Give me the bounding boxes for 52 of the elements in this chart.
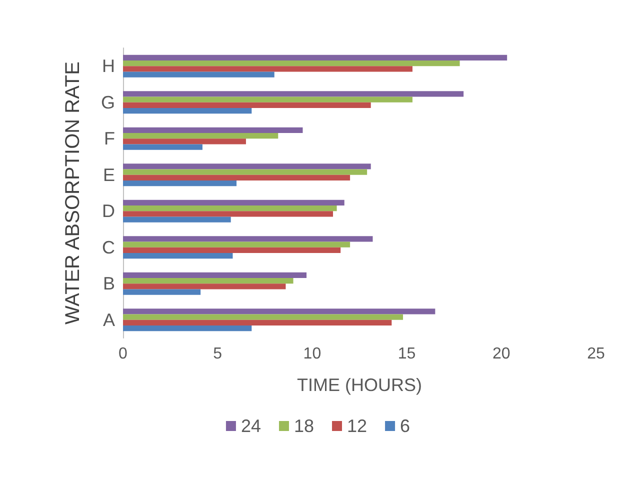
y-tick-label: F [104,128,115,149]
bar [123,236,373,242]
bar [123,138,246,144]
bar [123,169,368,175]
x-tick-label: 25 [587,346,605,362]
bar [123,325,252,332]
y-tick-label: C [102,237,115,258]
bar [123,211,334,217]
bar [123,206,337,212]
y-axis-title: WATER ABSORPTION RATE [62,62,84,324]
bar [123,91,464,97]
bar [123,320,392,326]
bar [123,272,307,278]
bar [123,308,436,314]
bar [123,289,201,295]
bar [123,108,252,114]
bar [123,284,286,290]
x-tick-label: 20 [492,346,510,362]
x-tick-label: 0 [118,346,128,362]
bar [123,72,274,78]
legend-label: 18 [294,416,314,436]
bar [123,96,412,102]
y-tick-label: B [102,274,115,294]
bar [123,314,404,320]
bar [123,216,231,222]
legend-label: 6 [400,416,410,436]
bar [123,200,344,206]
bar [123,164,371,170]
legend-label: 12 [347,416,368,436]
bar [123,247,341,253]
bar [123,127,303,134]
x-tick-label: 5 [213,346,222,362]
x-tick-label: 15 [398,346,416,362]
y-tick-label: G [100,92,115,112]
bar [123,144,202,150]
y-tick-label: D [102,201,115,222]
x-axis-title: TIME (HOURS) [297,375,422,395]
bar [123,133,278,139]
bar [123,252,233,259]
y-tick-label: H [102,56,115,76]
bar [123,278,294,284]
bar [123,60,460,66]
bar [123,242,350,248]
y-tick-label: E [102,164,115,185]
y-tick-label: A [102,310,115,330]
bar [123,54,508,61]
legend-label: 24 [240,416,261,436]
bar [123,66,412,72]
bar [123,180,237,186]
x-tick-label: 10 [303,346,322,362]
bar [123,102,371,108]
bar [123,174,350,180]
